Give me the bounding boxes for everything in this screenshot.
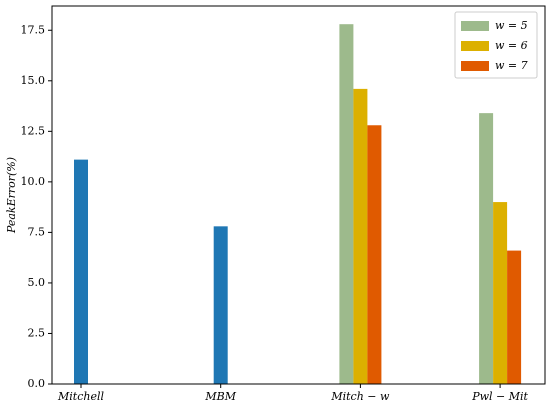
x-tick-label: Pwl − Mit	[471, 390, 528, 403]
bar	[507, 250, 522, 384]
bar	[353, 88, 368, 384]
y-tick-label: 10.0	[21, 175, 46, 188]
y-tick-label: 7.5	[28, 225, 46, 238]
legend-swatch	[461, 21, 489, 31]
legend-label: w = 5	[495, 19, 528, 32]
y-tick-label: 5.0	[28, 276, 46, 289]
legend-swatch	[461, 41, 489, 51]
y-tick-label: 15.0	[21, 74, 46, 87]
plot-frame	[51, 5, 546, 385]
bar	[213, 226, 228, 384]
x-tick-label: Mitchell	[57, 390, 104, 403]
bar	[367, 125, 382, 385]
legend-swatch	[461, 61, 489, 71]
y-tick-label: 2.5	[28, 326, 46, 339]
legend-label: w = 6	[495, 39, 528, 52]
x-tick-label: Mitch − w	[330, 390, 390, 403]
bar	[479, 113, 494, 384]
bar	[339, 24, 354, 385]
y-tick-label: 17.5	[21, 23, 46, 36]
y-tick-label: 0.0	[28, 377, 46, 390]
y-tick-label: 12.5	[21, 124, 46, 137]
bar	[493, 202, 508, 384]
x-tick-label: MBM	[204, 390, 236, 403]
legend-label: w = 7	[495, 59, 528, 72]
y-axis-label: PeakError(%)	[5, 157, 18, 234]
bar	[74, 159, 88, 384]
